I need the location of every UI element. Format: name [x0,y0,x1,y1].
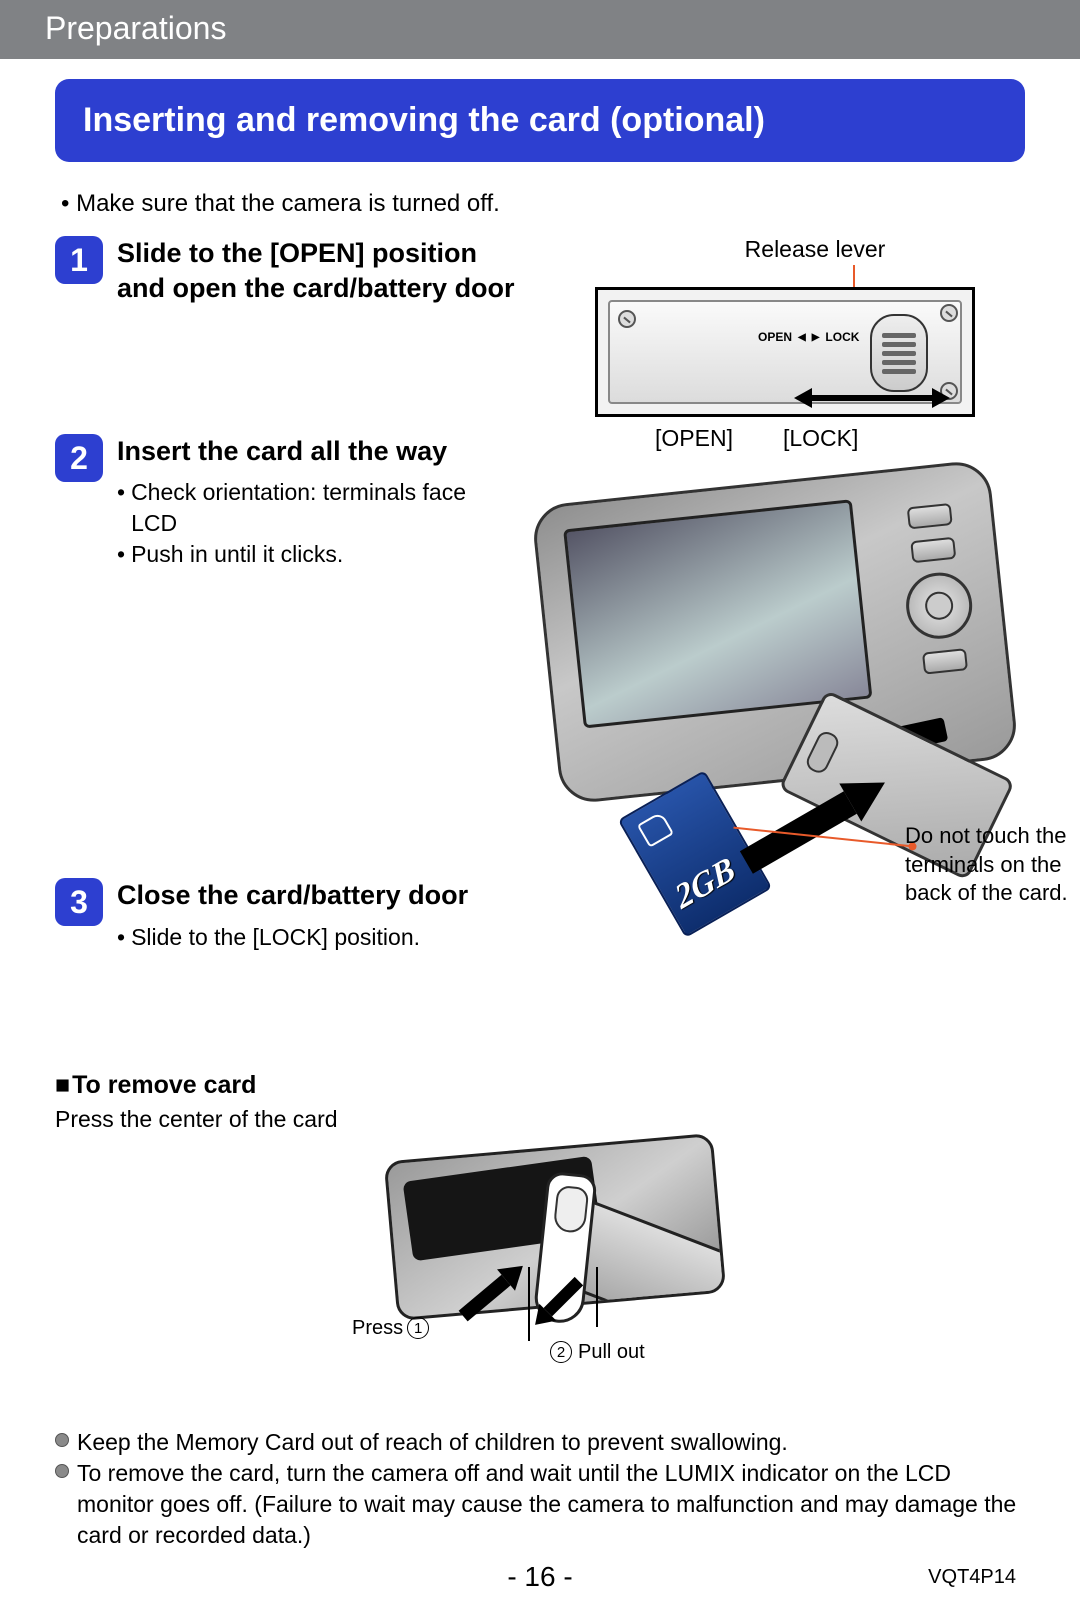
step-bullets: Check orientation: terminals face LCD Pu… [117,477,515,570]
step-2: 2 Insert the card all the way Check orie… [55,434,515,570]
screw-icon [618,310,636,328]
camera-button [922,648,968,674]
step-circle-1-icon: 1 [407,1317,429,1339]
page: Preparations Inserting and removing the … [0,0,1080,1611]
main-columns: 1 Slide to the [OPEN] position and open … [55,236,1025,981]
section-title: Preparations [45,10,226,46]
caption-open: [OPEN] [655,425,733,452]
arrow-left-head [794,388,812,408]
figure-camera-insert-card: 2GB Do not touch the terminals on the ba… [535,482,1025,912]
step-3: 3 Close the card/battery door Slide to t… [55,878,515,952]
bullet-text: Check orientation: terminals face LCD [131,477,515,539]
figure-release-lever: Release lever OPEN ◀ ▶ LOCK [535,236,1025,452]
spacer [55,598,515,878]
door-latch [803,729,841,776]
note-bullet-icon [55,1433,69,1447]
page-content: Inserting and removing the card (optiona… [0,59,1080,1551]
step-title: Slide to the [OPEN] position and open th… [117,236,515,306]
screw-icon [940,304,958,322]
document-code: VQT4P14 [928,1566,1016,1589]
bullet: Check orientation: terminals face LCD [117,477,515,539]
triangle-right-icon: ▶ [812,332,820,343]
pull-text: Pull out [578,1341,645,1364]
ridge [882,369,916,374]
camera-dpad [903,569,976,642]
remove-card-section: To remove card Press the center of the c… [55,1071,1025,1377]
ridge [882,333,916,338]
bullet: Push in until it clicks. [117,539,515,570]
page-title: Inserting and removing the card (optiona… [55,79,1025,162]
page-number: - 16 - [507,1561,572,1593]
camera-illustration [531,459,1020,805]
camera-button [907,503,953,529]
bullet-text: Slide to the [LOCK] position. [131,922,420,953]
page-footer: - 16 - [0,1561,1080,1593]
sd-capacity-label: 2GB [670,850,740,918]
step-circle-2-icon: 2 [550,1341,572,1363]
open-text: OPEN [758,330,792,344]
bullet: Slide to the [LOCK] position. [117,922,515,953]
figure-remove-card: Press 1 2 Pull out [330,1147,750,1377]
release-lever-diagram: OPEN ◀ ▶ LOCK [595,287,975,417]
lock-text: LOCK [825,330,859,344]
ridge [882,351,916,356]
arrow-right-head [932,388,950,408]
release-lever-label: Release lever [605,236,1025,263]
note-text: Keep the Memory Card out of reach of chi… [77,1427,788,1458]
step-number-icon: 3 [55,878,103,926]
camera-button [910,537,956,563]
spacer [55,334,515,434]
intro-text: Make sure that the camera is turned off. [76,190,500,217]
notes-section: Keep the Memory Card out of reach of chi… [55,1427,1025,1551]
note-item: Keep the Memory Card out of reach of chi… [55,1427,1025,1458]
pull-label: 2 Pull out [550,1341,645,1364]
ridge [882,360,916,365]
callout-text: Do not touch the terminals on the back o… [905,822,1080,908]
intro-bullet: • Make sure that the camera is turned of… [61,190,1025,218]
remove-card-title: To remove card [55,1071,1025,1100]
note-item: To remove the card, turn the camera off … [55,1458,1025,1551]
step-title: Close the card/battery door [117,878,515,913]
step-title: Insert the card all the way [117,434,515,469]
note-text: To remove the card, turn the camera off … [77,1458,1025,1551]
step-number-icon: 2 [55,434,103,482]
steps-column: 1 Slide to the [OPEN] position and open … [55,236,515,981]
step-body: Close the card/battery door Slide to the… [117,878,515,952]
step-1: 1 Slide to the [OPEN] position and open … [55,236,515,306]
arrow-shaft [812,395,932,401]
press-text: Press [352,1317,403,1340]
double-arrow-icon [794,388,950,408]
callout-line [853,265,855,287]
section-header: Preparations [0,0,1080,59]
step-bullets: Slide to the [LOCK] position. [117,922,515,953]
press-label: Press 1 [352,1317,429,1340]
remove-card-desc: Press the center of the card [55,1106,1025,1133]
figures-column: Release lever OPEN ◀ ▶ LOCK [535,236,1025,981]
guide-line [596,1267,598,1327]
triangle-left-icon: ◀ [798,332,806,343]
open-lock-caption: [OPEN] [LOCK] [655,425,1025,452]
sd-logo-icon [637,811,674,848]
step-body: Slide to the [OPEN] position and open th… [117,236,515,306]
step-number-icon: 1 [55,236,103,284]
note-bullet-icon [55,1464,69,1478]
bullet-text: Push in until it clicks. [131,539,343,570]
ridge [882,342,916,347]
caption-lock: [LOCK] [783,425,858,452]
slider-switch [870,314,928,392]
step-body: Insert the card all the way Check orient… [117,434,515,570]
open-lock-label: OPEN ◀ ▶ LOCK [758,330,859,344]
